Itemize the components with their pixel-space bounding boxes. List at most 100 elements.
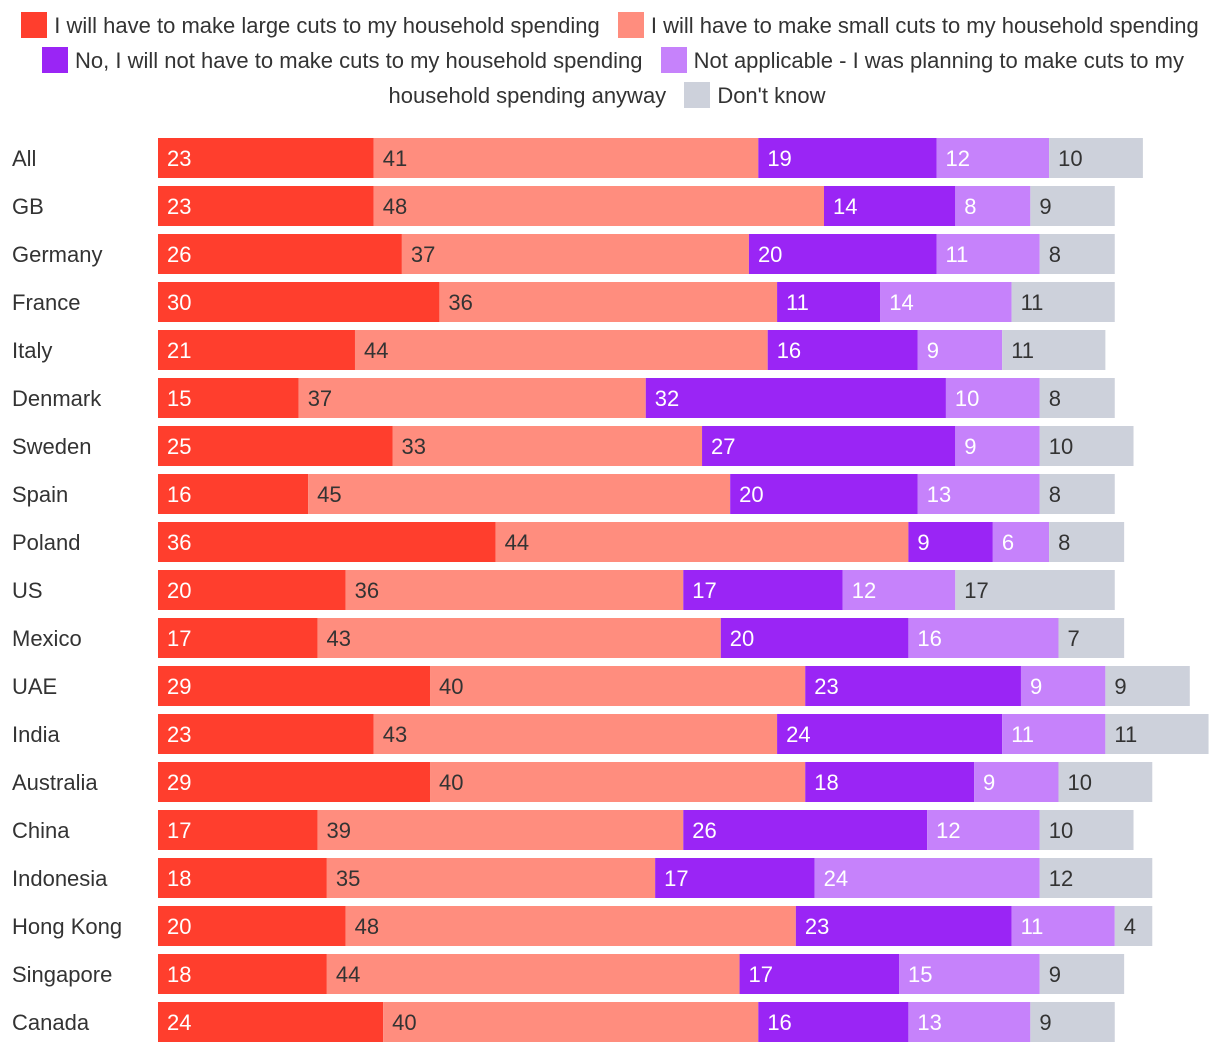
bar-segment bbox=[158, 618, 318, 658]
data-label: 37 bbox=[411, 242, 435, 267]
bar-segment bbox=[345, 906, 796, 946]
data-label: 14 bbox=[889, 290, 913, 315]
bar-segment bbox=[1030, 186, 1115, 226]
legend-label: Not applicable - I was planning to make … bbox=[388, 48, 1184, 108]
data-label: 48 bbox=[355, 914, 379, 939]
data-label: 23 bbox=[167, 722, 191, 747]
data-label: 16 bbox=[167, 482, 191, 507]
bar-segment bbox=[777, 714, 1003, 754]
data-label: 14 bbox=[833, 194, 857, 219]
data-label: 44 bbox=[336, 962, 360, 987]
bar-segment bbox=[401, 234, 749, 274]
data-label: 24 bbox=[167, 1010, 191, 1035]
data-label: 18 bbox=[167, 866, 191, 891]
legend-label: Don't know bbox=[717, 83, 826, 108]
legend-item-0: I will have to make large cuts to my hou… bbox=[21, 12, 600, 38]
data-label: 21 bbox=[167, 338, 191, 363]
legend-label: I will have to make large cuts to my hou… bbox=[54, 13, 600, 38]
bar-segment bbox=[945, 378, 1040, 418]
bar-segment bbox=[992, 522, 1050, 562]
data-label: 6 bbox=[1002, 530, 1014, 555]
bar-segment bbox=[1039, 954, 1125, 994]
bar-segment bbox=[354, 330, 768, 370]
bar-segment bbox=[1058, 618, 1125, 658]
bar-segment bbox=[936, 138, 1050, 178]
bar-segment bbox=[908, 522, 993, 562]
bar-segment bbox=[758, 138, 937, 178]
bar-segment bbox=[795, 906, 1012, 946]
bar-segment bbox=[158, 906, 346, 946]
data-label: 29 bbox=[167, 674, 191, 699]
category-label: Indonesia bbox=[12, 866, 108, 891]
bar-segment bbox=[158, 330, 355, 370]
data-label: 10 bbox=[955, 386, 979, 411]
legend-swatch bbox=[617, 12, 644, 38]
bar-segment bbox=[1039, 474, 1115, 514]
bar-segment bbox=[767, 330, 918, 370]
bar-segment bbox=[158, 426, 393, 466]
bar-segment bbox=[1105, 714, 1209, 754]
category-label: Canada bbox=[12, 1010, 90, 1035]
data-label: 9 bbox=[917, 530, 929, 555]
category-label: US bbox=[12, 578, 43, 603]
chart-legend: I will have to make large cuts to my hou… bbox=[8, 8, 1212, 113]
data-label: 9 bbox=[927, 338, 939, 363]
bar-segment bbox=[927, 810, 1040, 850]
category-label: Hong Kong bbox=[12, 914, 122, 939]
bar-segment bbox=[880, 282, 1012, 322]
bar-segment bbox=[1020, 666, 1106, 706]
bar-segment bbox=[308, 474, 731, 514]
data-label: 12 bbox=[946, 146, 970, 171]
bar-segment bbox=[1039, 234, 1115, 274]
bar-segment bbox=[373, 186, 824, 226]
bar-segment bbox=[683, 570, 843, 610]
bar-segment bbox=[430, 666, 806, 706]
data-label: 20 bbox=[739, 482, 763, 507]
data-label: 33 bbox=[402, 434, 426, 459]
data-label: 11 bbox=[786, 290, 809, 315]
data-label: 23 bbox=[814, 674, 838, 699]
bar-segment bbox=[805, 762, 975, 802]
data-label: 16 bbox=[917, 626, 941, 651]
category-label: All bbox=[12, 146, 36, 171]
bar-segment bbox=[955, 426, 1040, 466]
data-label: 32 bbox=[655, 386, 679, 411]
category-label: Italy bbox=[12, 338, 52, 363]
bar-segment bbox=[1049, 522, 1125, 562]
bar-segment bbox=[1002, 714, 1106, 754]
data-label: 8 bbox=[1049, 386, 1061, 411]
data-label: 43 bbox=[326, 626, 350, 651]
bar-segment bbox=[720, 618, 909, 658]
data-label: 35 bbox=[336, 866, 360, 891]
data-label: 18 bbox=[814, 770, 838, 795]
legend-item-3: Not applicable - I was planning to make … bbox=[388, 47, 1184, 108]
bar-segment bbox=[1105, 666, 1190, 706]
bar-segment bbox=[1011, 906, 1115, 946]
bar-segment bbox=[439, 282, 778, 322]
bar-segment bbox=[917, 330, 1003, 370]
bar-segment bbox=[823, 186, 956, 226]
data-label: 11 bbox=[1011, 338, 1034, 363]
bar-segment bbox=[1039, 858, 1153, 898]
bar-segment bbox=[1039, 426, 1134, 466]
legend-label: No, I will not have to make cuts to my h… bbox=[75, 48, 643, 73]
bar-segment bbox=[326, 954, 740, 994]
bar-segment bbox=[495, 522, 909, 562]
bar-segment bbox=[158, 234, 402, 274]
data-label: 40 bbox=[392, 1010, 416, 1035]
bar-segment bbox=[955, 186, 1031, 226]
data-label: 20 bbox=[167, 578, 191, 603]
data-label: 24 bbox=[786, 722, 810, 747]
bar-segment bbox=[1030, 1002, 1115, 1042]
data-label: 15 bbox=[908, 962, 932, 987]
data-label: 9 bbox=[1114, 674, 1126, 699]
bar-segment bbox=[373, 138, 759, 178]
bar-segment bbox=[158, 138, 374, 178]
legend-swatch bbox=[21, 12, 48, 38]
data-label: 17 bbox=[167, 626, 191, 651]
bar-segment bbox=[683, 810, 928, 850]
data-label: 12 bbox=[852, 578, 876, 603]
bar-segment bbox=[158, 474, 309, 514]
data-label: 17 bbox=[167, 818, 191, 843]
bar-segment bbox=[1058, 762, 1153, 802]
